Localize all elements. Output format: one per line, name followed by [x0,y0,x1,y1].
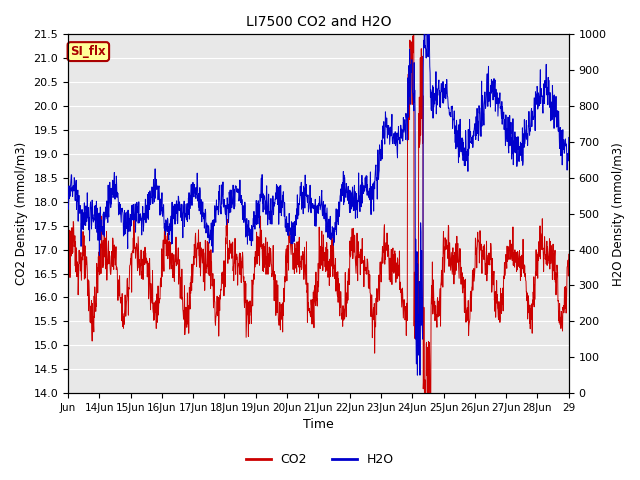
Title: LI7500 CO2 and H2O: LI7500 CO2 and H2O [246,15,391,29]
X-axis label: Time: Time [303,419,333,432]
Legend: CO2, H2O: CO2, H2O [241,448,399,471]
Y-axis label: H2O Density (mmol/m3): H2O Density (mmol/m3) [612,142,625,286]
Text: SI_flx: SI_flx [70,45,106,58]
Y-axis label: CO2 Density (mmol/m3): CO2 Density (mmol/m3) [15,142,28,285]
